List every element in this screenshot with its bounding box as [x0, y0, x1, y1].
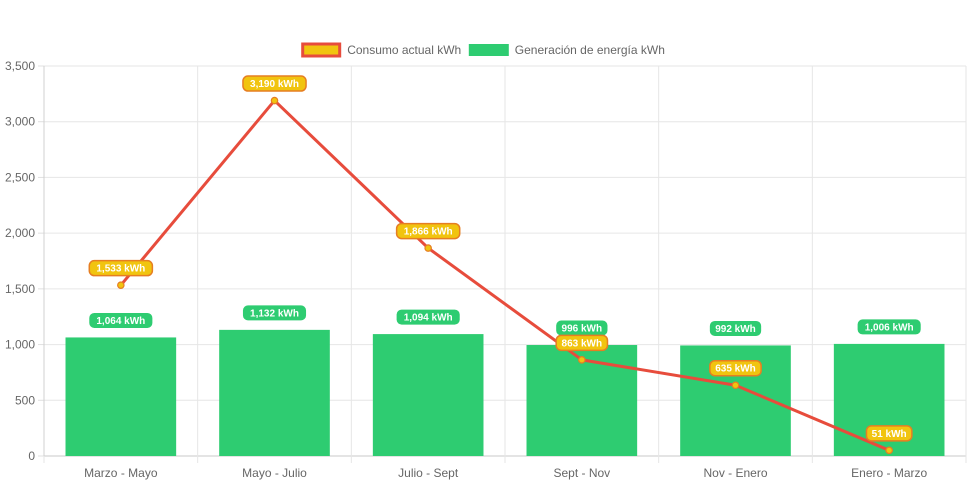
bar-data-label: 996 kWh [562, 324, 603, 335]
labels-layer: 1,064 kWh 1,132 kWh 1,094 kWh 996 kWh 992 kW… [88, 75, 921, 442]
line-data-label-group: 635 kWh [709, 359, 762, 377]
consumo-point [117, 281, 125, 289]
consumo-point [424, 244, 432, 252]
bar-data-label-group: 992 kWh [709, 320, 762, 336]
bar-data-label: 1,094 kWh [404, 313, 453, 324]
x-tick-label: Mayo - Julio [242, 466, 307, 480]
y-tick-label: 2,000 [5, 226, 35, 240]
line-data-label-group: 863 kWh [555, 334, 609, 352]
bar-data-label-bg [556, 320, 608, 336]
legend-label-consumo: Consumo actual kWh [347, 43, 461, 57]
y-tick-label: 3,500 [5, 59, 35, 73]
axis-layer: 0 500 1,000 1,500 2,000 2,500 3,000 3,500 Marzo … [5, 59, 928, 480]
y-tick-label: 1,000 [5, 338, 35, 352]
bar-data-label: 992 kWh [715, 324, 756, 335]
x-tick-label: Sept - Nov [553, 466, 610, 480]
bar-data-label-bg [857, 319, 921, 335]
line-data-label-bg [242, 75, 307, 92]
y-tick-label: 0 [28, 449, 35, 463]
legend-item-consumo[interactable]: Consumo actual kWh [301, 42, 462, 58]
legend-label-generacion: Generación de energía kWh [515, 43, 665, 57]
line-data-label: 3,190 kWh [250, 79, 299, 90]
line-data-label-bg [555, 334, 609, 352]
line-data-label: 863 kWh [562, 338, 603, 349]
consumo-point [885, 446, 893, 455]
bar-data-label-bg [396, 309, 460, 325]
line-layer [117, 96, 893, 455]
line-data-label-bg [395, 222, 461, 240]
bar-data-label-group: 996 kWh [556, 320, 608, 336]
legend-swatch-generacion [468, 44, 509, 56]
bar-data-label-group: 1,094 kWh [396, 309, 460, 325]
line-data-label: 1,533 kWh [96, 264, 145, 275]
y-tick-label: 2,500 [5, 170, 35, 184]
y-tick-label: 1,500 [5, 282, 35, 296]
x-tick-label: Marzo - Mayo [84, 466, 158, 480]
bar-data-label-bg [709, 320, 762, 336]
consumo-line [119, 99, 890, 452]
bar-data-label: 1,006 kWh [865, 322, 914, 333]
bar-data-label: 1,064 kWh [96, 316, 145, 327]
line-data-label-group: 1,533 kWh [88, 259, 154, 277]
line-data-label-group: 3,190 kWh [242, 75, 307, 92]
bar-generacion [219, 329, 330, 456]
y-tick-label: 3,000 [5, 115, 35, 129]
consumo-point [731, 381, 740, 390]
line-data-label: 51 kWh [872, 429, 907, 440]
x-tick-label: Julio - Sept [398, 466, 459, 480]
bar-data-label: 1,132 kWh [250, 308, 299, 319]
bar-data-label-bg [242, 305, 307, 321]
bar-data-label-bg [89, 312, 153, 328]
x-tick-label: Enero - Marzo [851, 466, 927, 480]
line-data-label-group: 51 kWh [865, 425, 913, 442]
line-data-label-bg [88, 259, 154, 277]
y-tick-label: 500 [15, 393, 35, 407]
consumo-point [270, 96, 279, 105]
bar-data-label-group: 1,064 kWh [89, 312, 153, 328]
line-data-label: 635 kWh [715, 364, 756, 375]
grid-layer [38, 65, 967, 463]
line-data-label: 1,866 kWh [404, 227, 453, 238]
bar-generacion [372, 334, 484, 456]
legend[interactable]: Consumo actual kWh Generación de energía … [301, 42, 665, 58]
bar-generacion [65, 337, 177, 456]
bar-data-label-group: 1,132 kWh [242, 305, 307, 321]
line-data-label-group: 1,866 kWh [395, 222, 461, 240]
consumo-point [578, 356, 586, 364]
legend-swatch-consumo [301, 42, 342, 58]
legend-item-generacion[interactable]: Generación de energía kWh [468, 43, 665, 57]
line-data-label-bg [709, 359, 762, 377]
line-data-label-bg [865, 425, 913, 442]
bar-data-label-group: 1,006 kWh [857, 319, 921, 335]
x-tick-label: Nov - Enero [703, 466, 767, 480]
